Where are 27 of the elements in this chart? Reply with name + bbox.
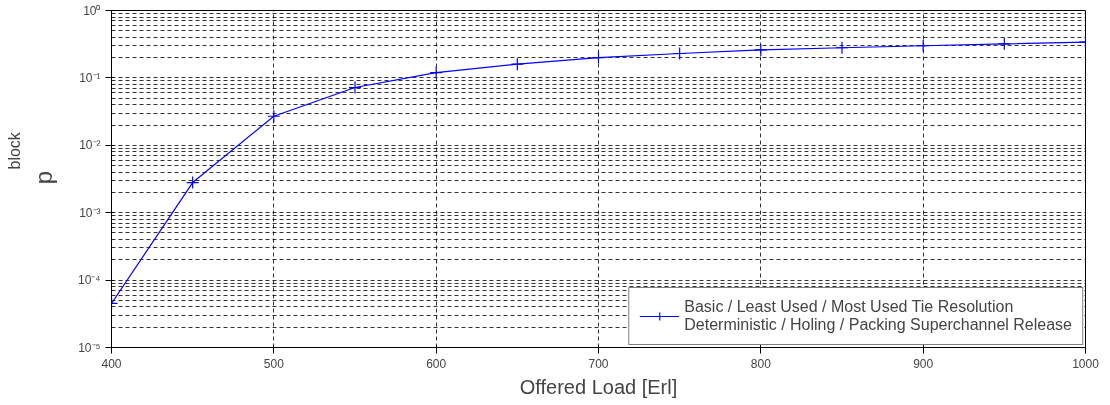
point bbox=[348, 80, 362, 95]
y-tick-label: 10⁻³ bbox=[79, 205, 101, 220]
y-tick-label: 10⁻⁵ bbox=[78, 340, 101, 355]
y-tick-label: 10⁻¹ bbox=[79, 70, 101, 85]
point bbox=[186, 175, 200, 190]
point bbox=[429, 65, 443, 80]
x-axis-title: Offered Load [Erl] bbox=[519, 375, 678, 398]
x-tick-label: 500 bbox=[263, 356, 285, 371]
point bbox=[510, 57, 524, 71]
x-tick-label: 900 bbox=[913, 356, 934, 371]
x-tick-label: 400 bbox=[101, 356, 122, 371]
y-axis-title: pblock bbox=[6, 131, 57, 185]
legend-label: Basic / Least Used / Most Used Tie Resolution Deterministic / Holing / Packing Superchannel Release bbox=[684, 298, 1072, 334]
y-tick-label: 10⁰ bbox=[83, 3, 101, 18]
point bbox=[591, 51, 606, 65]
y-tick-label: 10⁻² bbox=[79, 138, 101, 153]
point bbox=[916, 39, 930, 53]
x-tick-label: 600 bbox=[426, 356, 447, 371]
point bbox=[754, 43, 768, 57]
point bbox=[835, 41, 849, 55]
point bbox=[997, 37, 1011, 51]
point bbox=[673, 46, 687, 61]
x-tick-label: 800 bbox=[750, 356, 772, 371]
point bbox=[267, 109, 281, 123]
x-tick-label: 1000 bbox=[1072, 356, 1100, 371]
x-tick-label: 700 bbox=[588, 356, 609, 371]
y-tick-label: 10⁻⁴ bbox=[78, 273, 101, 288]
